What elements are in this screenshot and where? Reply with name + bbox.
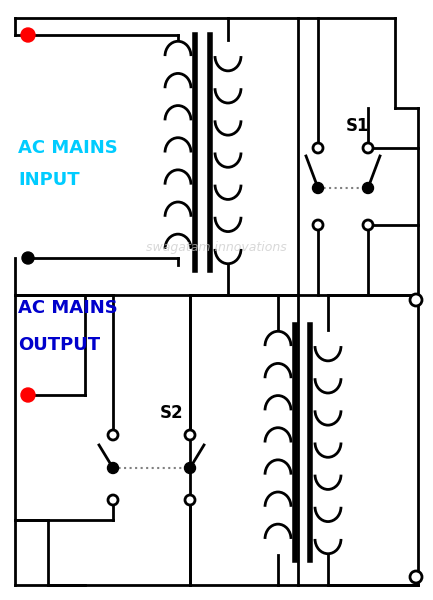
Circle shape [313, 220, 323, 230]
Text: S2: S2 [160, 404, 184, 422]
Circle shape [21, 388, 35, 402]
Circle shape [313, 143, 323, 153]
Circle shape [362, 182, 374, 193]
Circle shape [22, 252, 34, 264]
Text: swagatam innovations: swagatam innovations [145, 241, 286, 254]
Circle shape [185, 430, 195, 440]
Text: INPUT: INPUT [18, 171, 80, 189]
Text: OUTPUT: OUTPUT [18, 336, 100, 354]
Circle shape [21, 28, 35, 42]
Circle shape [185, 495, 195, 505]
Text: S1: S1 [346, 117, 369, 135]
Circle shape [410, 294, 422, 306]
Text: AC MAINS: AC MAINS [18, 299, 118, 317]
Circle shape [184, 463, 196, 473]
Circle shape [363, 143, 373, 153]
Circle shape [410, 571, 422, 583]
Text: AC MAINS: AC MAINS [18, 139, 118, 157]
Circle shape [108, 495, 118, 505]
Circle shape [108, 430, 118, 440]
Circle shape [313, 182, 323, 193]
Circle shape [363, 220, 373, 230]
Circle shape [107, 463, 119, 473]
